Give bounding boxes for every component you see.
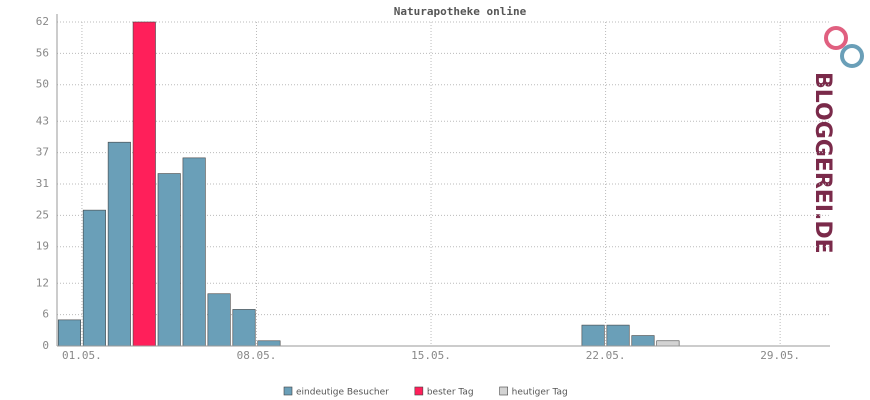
legend-swatch [414,386,424,396]
bar [132,21,156,347]
y-tick-label: 43 [36,114,49,127]
bar [581,324,605,347]
bar [82,209,106,347]
y-tick-label: 37 [36,146,49,159]
legend-swatch [283,386,293,396]
bar [257,340,281,347]
logo-text: BLOGGEREI.DE [810,72,835,254]
x-tick-label: 15.05. [411,349,451,362]
bar [157,173,181,347]
bar [107,141,131,347]
y-tick-label: 6 [42,308,49,321]
logo-icon [840,44,864,68]
x-tick-label: 01.05. [62,349,102,362]
bar [631,335,655,347]
y-tick-label: 12 [36,276,49,289]
legend-label: eindeutige Besucher [296,388,389,398]
bar [656,340,680,347]
y-tick-label: 62 [36,15,49,28]
legend-swatch [499,386,508,396]
legend-label: heutiger Tag [512,388,568,398]
y-tick-label: 19 [36,240,49,253]
bar [232,309,256,347]
legend-label: bester Tag [427,388,474,398]
x-tick-label: 08.05. [237,349,277,362]
logo: BLOGGEREI.DE [810,26,864,254]
y-tick-label: 0 [42,339,49,352]
x-tick-label: 29.05. [760,349,800,362]
logo-icon [824,26,848,50]
y-tick-label: 50 [36,78,49,91]
y-tick-label: 31 [36,177,49,190]
bar [182,157,206,347]
bar [57,319,81,347]
x-tick-label: 22.05. [586,349,626,362]
y-tick-label: 56 [36,46,49,59]
y-tick-label: 25 [36,208,49,221]
bar [207,293,231,347]
bar [606,324,630,347]
chart-title: Naturapotheke online [394,5,527,18]
